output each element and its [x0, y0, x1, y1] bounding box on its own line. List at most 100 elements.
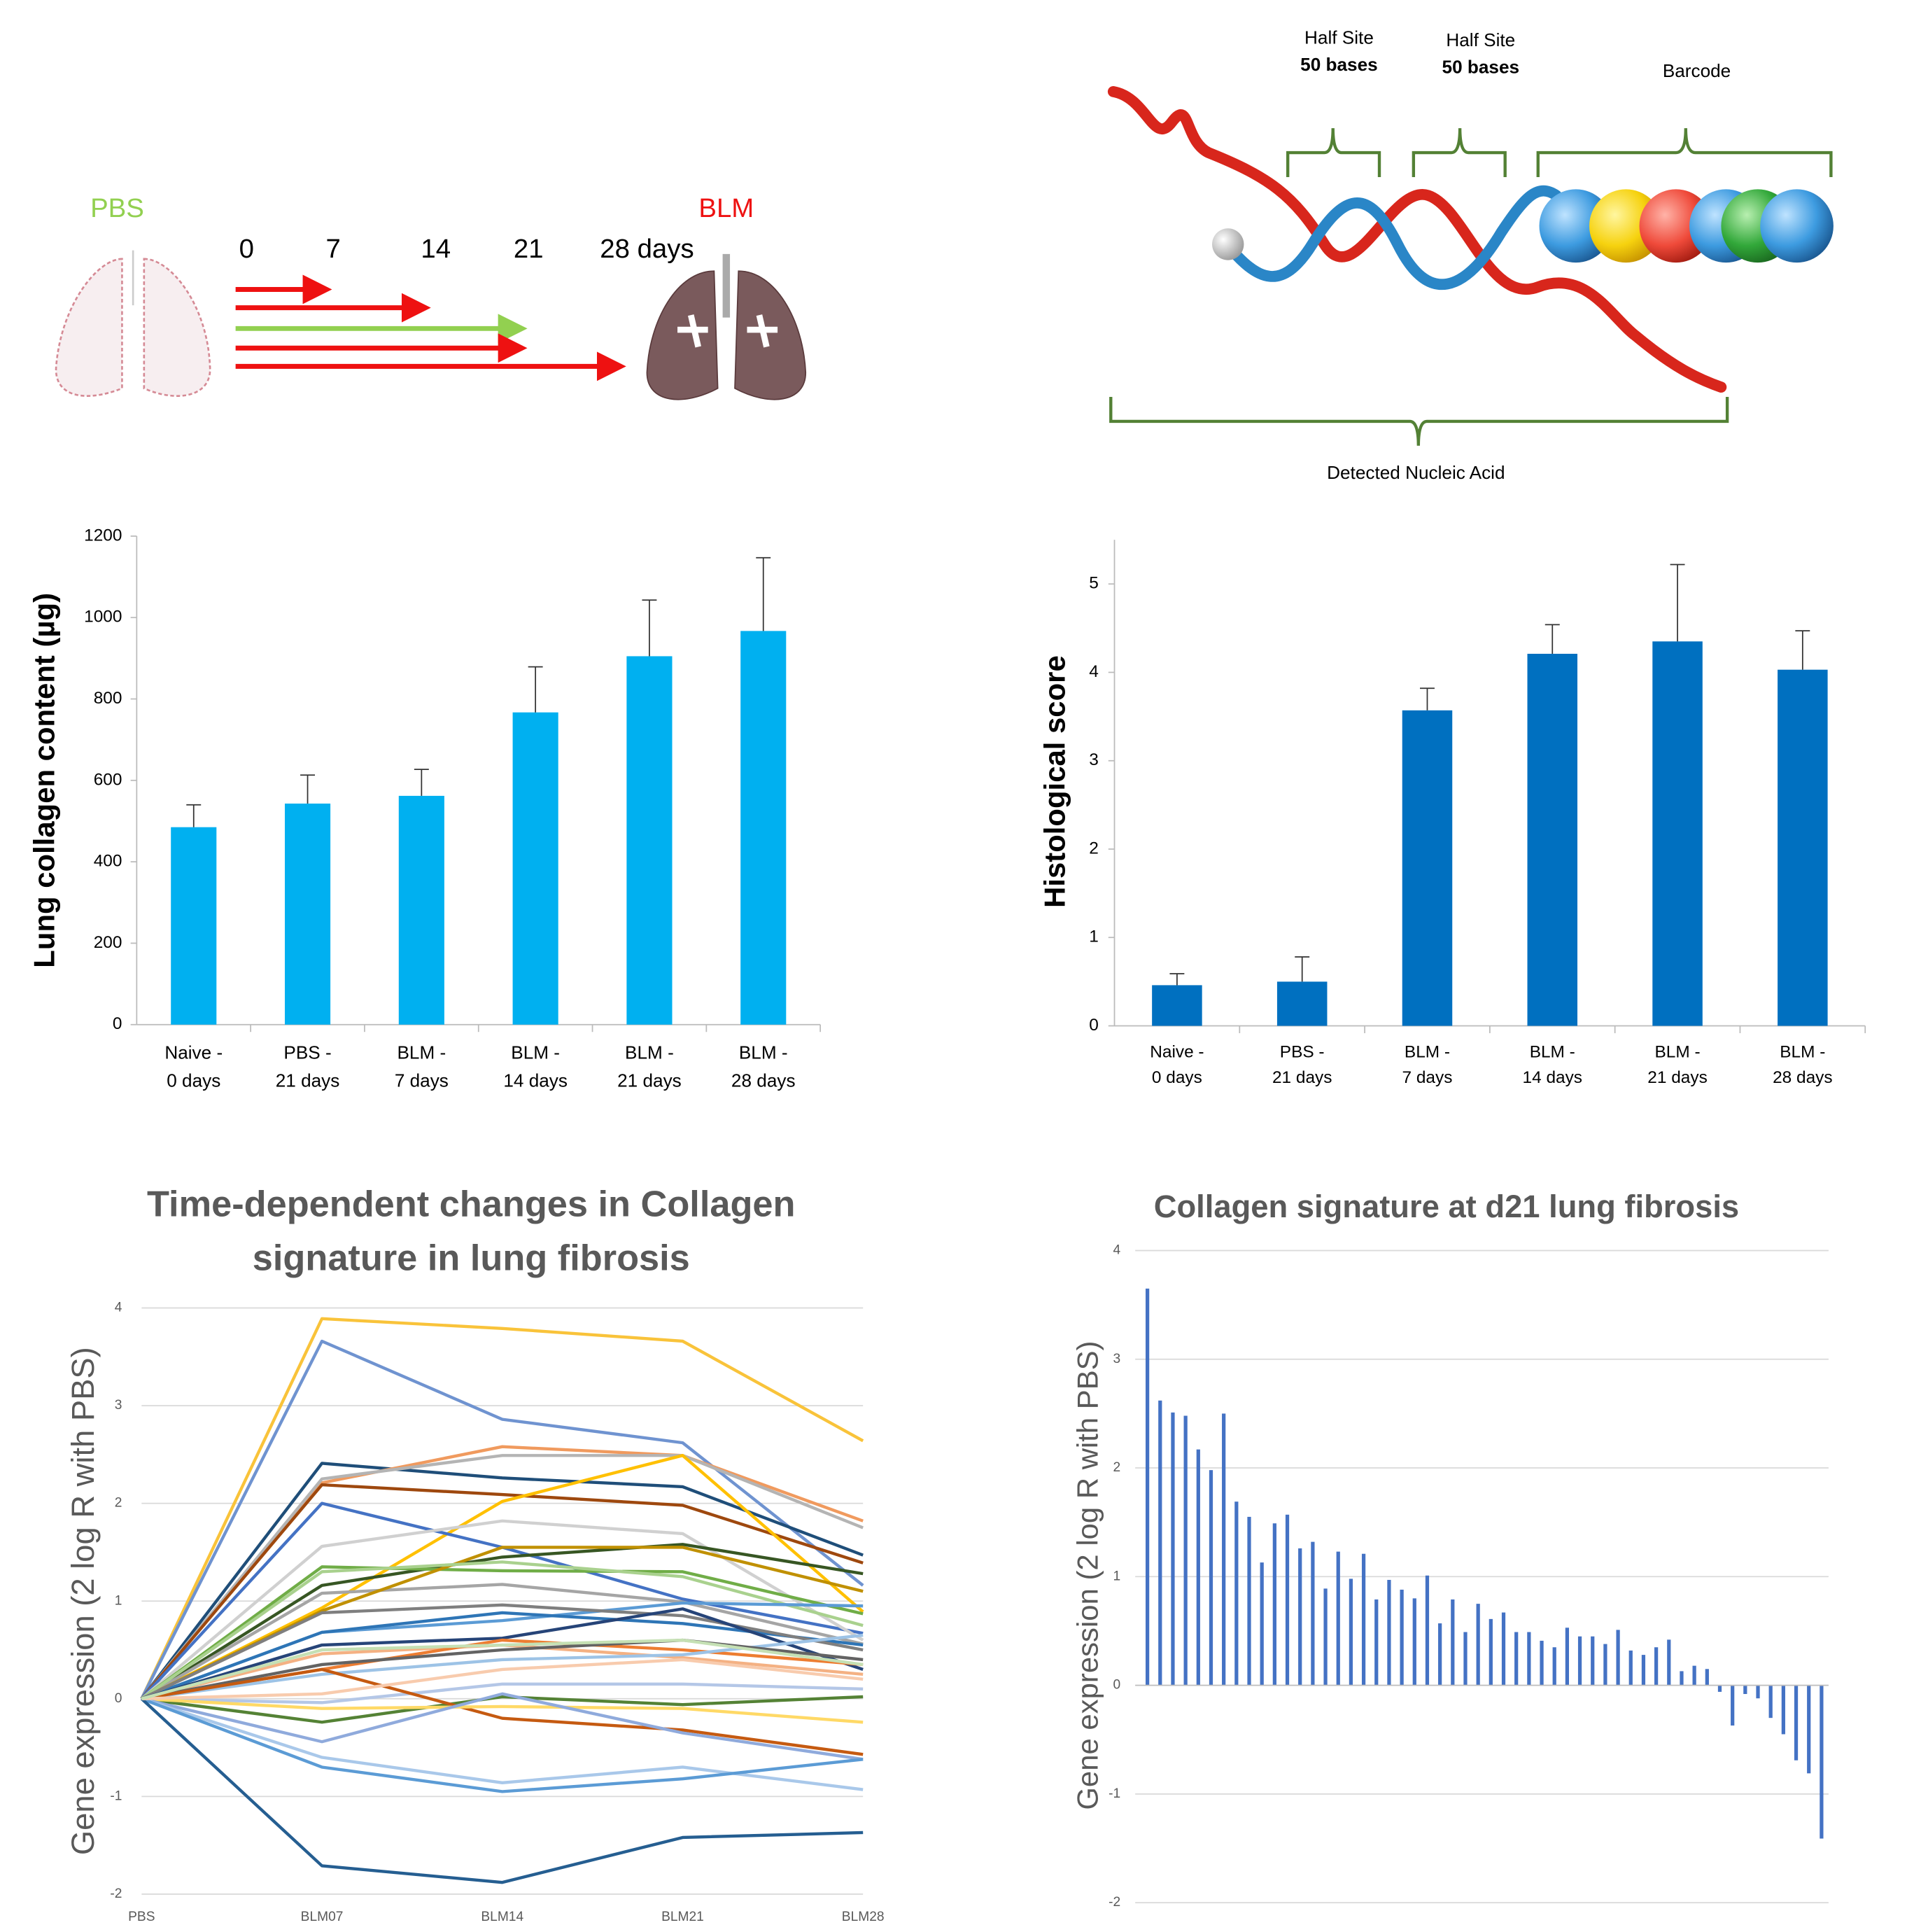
- x-tick-label: 28 days: [1773, 1068, 1832, 1087]
- bar: [1247, 1517, 1251, 1686]
- bar: [1152, 985, 1202, 1026]
- bar: [1616, 1630, 1619, 1685]
- bar: [1756, 1686, 1759, 1699]
- half-site-length: 50 bases: [1300, 54, 1378, 75]
- bar: [1527, 1632, 1531, 1686]
- bar: [171, 827, 216, 1025]
- x-tick-label: 7 days: [1402, 1068, 1453, 1087]
- y-tick-label: 1: [1089, 927, 1099, 946]
- series-line: [141, 1645, 863, 1699]
- arrows: [236, 289, 621, 366]
- y-tick-label: 600: [94, 770, 122, 789]
- bar: [1680, 1671, 1683, 1685]
- bar: [1578, 1637, 1582, 1686]
- bar: [1286, 1515, 1289, 1686]
- page: PBS BLM 0 7 14 21 28 days Half Sit: [0, 0, 1914, 1932]
- x-tick-label: BLM -: [1655, 1042, 1701, 1061]
- error-bar: [1169, 974, 1184, 985]
- error-bar: [642, 600, 656, 656]
- bar: [1705, 1669, 1709, 1685]
- x-tick-label: BLM -: [1780, 1042, 1825, 1061]
- y-tick-label: 4: [115, 1301, 122, 1315]
- y-tick-label: 800: [94, 689, 122, 708]
- x-tick-label: 28 days: [731, 1070, 796, 1091]
- chart: Lung collagen content (µg)02004006008001…: [27, 526, 820, 1091]
- bar: [1477, 1604, 1480, 1685]
- y-tick-label: 0: [113, 1014, 122, 1033]
- chart-title: signature in lung fibrosis: [253, 1238, 690, 1278]
- chart: Collagen signature at d21 lung fibrosisG…: [1071, 1189, 1829, 1910]
- bar: [1769, 1686, 1773, 1718]
- y-tick-label: 0: [1089, 1016, 1099, 1035]
- bar: [1337, 1552, 1340, 1686]
- bar: [1438, 1623, 1442, 1686]
- x-tick-label: 21 days: [1272, 1068, 1332, 1087]
- bar: [1184, 1416, 1188, 1686]
- bar: [1782, 1686, 1785, 1735]
- timepoint: 0: [239, 234, 254, 264]
- y-tick-label: 1000: [84, 608, 122, 626]
- bar: [285, 804, 330, 1025]
- series-line: [141, 1319, 863, 1699]
- y-tick-label: 1: [1113, 1569, 1121, 1583]
- bar: [1277, 981, 1328, 1026]
- x-tick-label: Naive -: [164, 1042, 223, 1063]
- brackets: [1111, 128, 1831, 446]
- timepoint: 21: [514, 234, 544, 264]
- bead: [1212, 228, 1244, 260]
- figure: PBS BLM 0 7 14 21 28 days Half Sit: [0, 0, 1914, 1932]
- bar: [1311, 1542, 1314, 1686]
- bar: [1222, 1413, 1225, 1685]
- bar: [1642, 1655, 1645, 1685]
- y-tick-label: 5: [1089, 574, 1099, 593]
- bar: [1778, 670, 1828, 1026]
- blm-label: BLM: [698, 193, 754, 223]
- x-tick-label: BLM21: [661, 1910, 704, 1924]
- bar: [1652, 641, 1703, 1026]
- y-tick-label: 2: [1113, 1460, 1121, 1475]
- x-tick-label: PBS: [128, 1910, 155, 1924]
- bar: [1654, 1647, 1658, 1685]
- detected-label: Detected Nucleic Acid: [1327, 462, 1505, 483]
- x-tick-label: BLM -: [397, 1042, 446, 1063]
- bar: [1514, 1632, 1518, 1686]
- bar: [1489, 1619, 1493, 1686]
- bar: [1387, 1580, 1391, 1686]
- y-tick-label: 400: [94, 852, 122, 871]
- bar: [1374, 1600, 1378, 1686]
- bar: [1260, 1562, 1264, 1685]
- bar: [1209, 1470, 1213, 1685]
- error-bar: [186, 805, 201, 827]
- error-bar: [300, 775, 315, 804]
- x-tick-label: Naive -: [1150, 1042, 1204, 1061]
- chart-title: Collagen signature at d21 lung fibrosis: [1154, 1189, 1739, 1224]
- bar: [1794, 1686, 1798, 1760]
- y-tick-label: -2: [110, 1886, 122, 1901]
- y-tick-label: 4: [1089, 662, 1099, 681]
- timeline-diagram: PBS BLM 0 7 14 21 28 days: [56, 193, 805, 399]
- half-site-title: Half Site: [1304, 27, 1374, 48]
- bar: [513, 713, 558, 1025]
- bar: [1463, 1632, 1467, 1686]
- bar: [399, 796, 444, 1025]
- x-tick-label: BLM28: [842, 1910, 885, 1924]
- y-tick-label: 3: [1113, 1352, 1121, 1366]
- bar: [1349, 1578, 1353, 1685]
- bar: [1362, 1554, 1365, 1686]
- bar: [1426, 1576, 1429, 1686]
- probe-diagram: Half Site 50 bases Half Site 50 bases Ba…: [1111, 27, 1834, 483]
- bar: [1565, 1628, 1569, 1685]
- timepoint: 14: [421, 234, 451, 264]
- y-tick-label: 1: [115, 1593, 122, 1608]
- error-bar: [414, 769, 429, 796]
- y-tick-label: -2: [1109, 1895, 1120, 1910]
- x-tick-label: BLM -: [1405, 1042, 1450, 1061]
- y-axis-label: Histological score: [1039, 655, 1071, 908]
- y-tick-label: 4: [1113, 1243, 1121, 1258]
- y-tick-label: 0: [1113, 1678, 1121, 1693]
- chart-title: Time-dependent changes in Collagen: [147, 1184, 795, 1225]
- bar: [1234, 1502, 1238, 1685]
- bar: [1807, 1686, 1810, 1774]
- y-axis-label: Gene expression (2 log R with PBS): [65, 1347, 101, 1855]
- timepoint: 7: [326, 234, 341, 264]
